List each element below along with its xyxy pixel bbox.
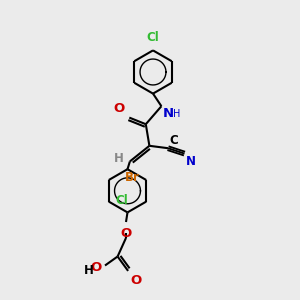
Text: Cl: Cl [147,31,159,44]
Text: O: O [120,227,132,240]
Text: H: H [173,109,180,119]
Text: O: O [90,261,101,274]
Text: N: N [163,107,174,120]
Text: H: H [113,152,123,166]
Text: O: O [114,102,125,115]
Text: N: N [186,155,196,168]
Text: Br: Br [125,171,140,184]
Text: C: C [169,134,178,147]
Text: H: H [84,263,94,277]
Text: Cl: Cl [116,194,128,207]
Text: O: O [130,274,141,287]
